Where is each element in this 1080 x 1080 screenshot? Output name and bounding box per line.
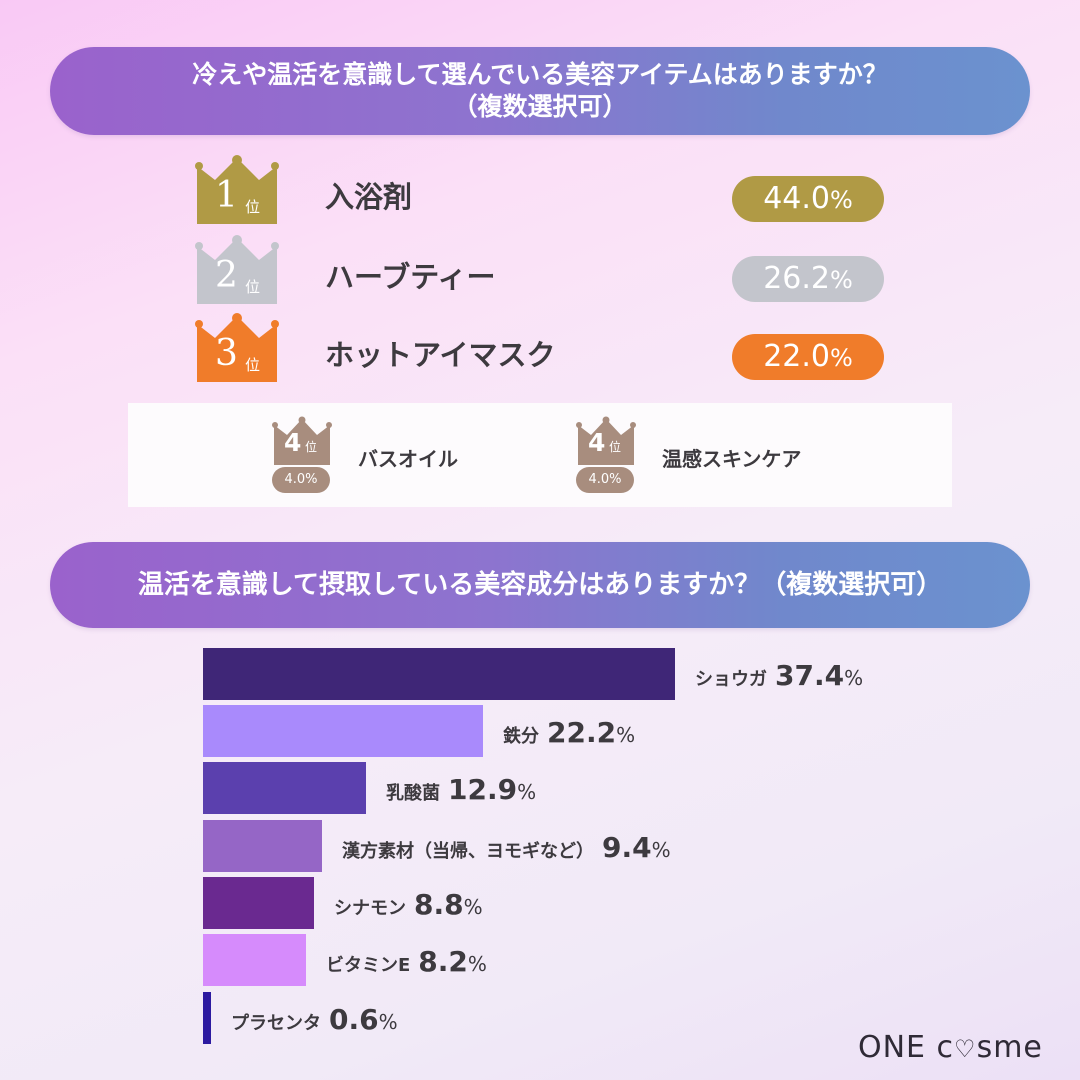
percentage-badge: 4.0% [272, 467, 330, 493]
rank-number: 4 [588, 428, 606, 457]
bar [203, 820, 322, 872]
bar-value: 8.2 [418, 945, 468, 978]
bar-category: プラセンタ [231, 1013, 321, 1034]
bar-value: 8.8 [414, 888, 464, 921]
rank-label: バスオイル [358, 447, 458, 471]
rank-number: 1 [215, 175, 238, 216]
percentage-badge: 22.0% [732, 334, 884, 380]
fourth-place-box: 4 位 4.0% バスオイル 4 位 4.0% 温感スキンケア [128, 403, 952, 507]
percentage-badge: 44.0% [732, 176, 884, 222]
rank-suffix: 位 [609, 440, 622, 454]
rank-suffix: 位 [245, 356, 261, 374]
question-1-banner: 冷えや温活を意識して選んでいる美容アイテムはありますか？ （複数選択可） [50, 47, 1030, 135]
bar-label: ショウガ 37.4% [695, 659, 864, 692]
bar-label: 乳酸菌 12.9% [386, 773, 537, 806]
bar-category: 漢方素材（当帰、ヨモギなど） [342, 841, 594, 862]
crown-icon-silver: 2 位 [195, 232, 279, 304]
rank-row-2: 2 位 ハーブティー 26.2% [195, 232, 895, 304]
crown-icon-brown: 4 位 [272, 415, 332, 465]
bar [203, 648, 675, 700]
bar-value: 22.2 [547, 716, 617, 749]
question-2-banner: 温活を意識して摂取している美容成分はありますか？（複数選択可） [50, 542, 1030, 628]
one-cosme-logo: ONE c♡sme [858, 1030, 1043, 1065]
bar [203, 705, 483, 757]
rank-suffix: 位 [245, 278, 261, 296]
rank-number: 2 [215, 255, 238, 296]
rank-label: ホットアイマスク [325, 338, 556, 372]
rank-number: 4 [284, 428, 302, 457]
bar-category: 乳酸菌 [386, 783, 440, 804]
bar-label: シナモン 8.8% [334, 888, 483, 921]
bar-category: シナモン [334, 898, 406, 919]
bar-category: 鉄分 [503, 726, 539, 747]
crown-icon-gold: 1 位 [195, 152, 279, 224]
percentage-badge: 26.2% [732, 256, 884, 302]
crown-icon-bronze: 3 位 [195, 310, 279, 382]
crown-icon-brown: 4 位 [576, 415, 636, 465]
bar-category: ショウガ [695, 669, 767, 690]
percentage-badge: 4.0% [576, 467, 634, 493]
rank-row-1: 1 位 入浴剤 44.0% [195, 152, 895, 224]
rank-label: 入浴剤 [325, 180, 413, 214]
bar [203, 877, 314, 929]
rank-suffix: 位 [245, 198, 261, 216]
question-1-subtitle: （複数選択可） [452, 92, 628, 121]
bar-label: 鉄分 22.2% [503, 716, 636, 749]
bar [203, 992, 211, 1044]
rank-label: ハーブティー [325, 260, 496, 294]
rank-suffix: 位 [305, 440, 318, 454]
bar-value: 0.6 [329, 1003, 379, 1036]
bar-value: 37.4 [775, 659, 845, 692]
rank-row-3: 3 位 ホットアイマスク 22.0% [195, 310, 895, 382]
bar [203, 762, 366, 814]
bar-label: 漢方素材（当帰、ヨモギなど） 9.4% [342, 831, 671, 864]
bar-label: ビタミンE 8.2% [326, 945, 487, 978]
bar-category: ビタミンE [326, 955, 411, 976]
bar-value: 12.9 [448, 773, 518, 806]
bar-label: プラセンタ 0.6% [231, 1003, 398, 1036]
heart-icon: ♡ [954, 1035, 977, 1063]
rank-number: 3 [215, 333, 238, 374]
rank-label: 温感スキンケア [662, 447, 802, 471]
fourth-place-item: 4 位 4.0% バスオイル [272, 415, 552, 495]
bar [203, 934, 306, 986]
question-2-title: 温活を意識して摂取している美容成分はありますか？（複数選択可） [137, 570, 943, 600]
question-1-title: 冷えや温活を意識して選んでいる美容アイテムはありますか？ [192, 60, 888, 89]
bar-value: 9.4 [602, 831, 652, 864]
fourth-place-item: 4 位 4.0% 温感スキンケア [576, 415, 856, 495]
